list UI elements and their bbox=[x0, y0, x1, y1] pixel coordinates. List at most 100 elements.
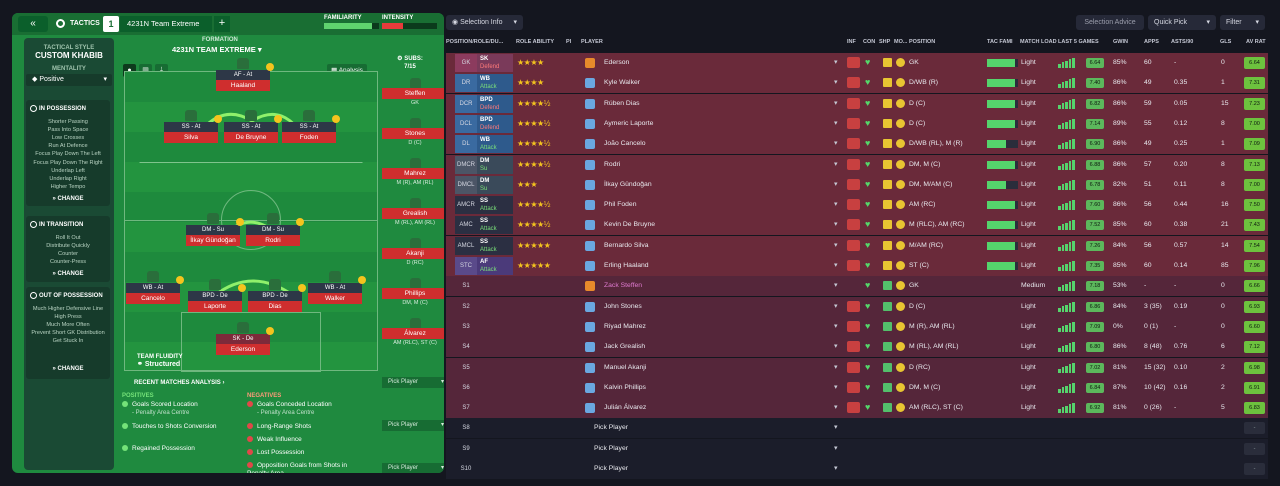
chevron-down-icon[interactable]: ▾ bbox=[834, 201, 838, 209]
table-row[interactable]: S4 Jack Grealish ▾ ♥ M (RL), AM (RL) Light 6.8… bbox=[446, 337, 1268, 358]
player-name[interactable]: İlkay Gündoğan bbox=[604, 180, 652, 188]
chevron-down-icon[interactable]: ▾ bbox=[834, 343, 838, 351]
player-name[interactable]: Erling Haaland bbox=[604, 262, 649, 269]
table-row[interactable]: STC AF Attack ★★★★★ Erling Haaland ▾ ♥ ST (C) Li… bbox=[446, 256, 1268, 276]
pitch-player-8[interactable]: BPD - De Dias bbox=[248, 279, 306, 312]
role-duty-dropdown[interactable]: SS Attack bbox=[477, 196, 513, 215]
sub-player-0[interactable]: Steffen GK bbox=[382, 78, 444, 107]
col-gls[interactable]: GLS bbox=[1220, 39, 1232, 45]
chevron-down-icon[interactable]: ▾ bbox=[834, 302, 838, 310]
player-role[interactable]: WB - At bbox=[308, 283, 362, 293]
table-row[interactable]: DR WB Attack ★★★★ Kyle Walker ▾ ♥ D/WB (R) Light… bbox=[446, 73, 1268, 94]
chevron-down-icon[interactable]: ▾ bbox=[834, 282, 838, 290]
role-duty-dropdown[interactable]: SS Attack bbox=[477, 216, 513, 235]
chevron-down-icon[interactable]: ▾ bbox=[834, 140, 838, 148]
selection-advice-button[interactable]: Selection Advice bbox=[1076, 15, 1144, 30]
table-row[interactable]: DL WB Attack ★★★★½ João Cancelo ▾ ♥ D/WB (RL), … bbox=[446, 134, 1268, 155]
pitch-player-4[interactable]: DM - Su İlkay Gündoğan bbox=[186, 213, 244, 246]
sub-player-4[interactable]: Akanji D (RC) bbox=[382, 238, 444, 267]
player-name[interactable]: Rodri bbox=[604, 160, 621, 168]
table-row[interactable]: S8 Pick Player ▾ - bbox=[446, 418, 1268, 439]
back-button[interactable]: « bbox=[18, 16, 48, 32]
tactical-style-value[interactable]: CUSTOM KHABIB bbox=[35, 51, 103, 60]
col-asts[interactable]: ASTS/90 bbox=[1171, 39, 1194, 45]
col-role-ability[interactable]: ROLE ABILITY bbox=[516, 39, 554, 45]
filter-button[interactable]: Filter ▾ bbox=[1220, 15, 1265, 30]
table-row[interactable]: DCR BPD Defend ★★★★½ Rúben Dias ▾ ♥ D (C) Light 6… bbox=[446, 93, 1268, 114]
chevron-down-icon[interactable]: ▾ bbox=[834, 99, 838, 107]
player-name[interactable]: Aymeric Laporte bbox=[604, 119, 654, 127]
formation-dropdown[interactable]: 4231N TEAM EXTREME ▾ bbox=[172, 45, 262, 54]
chevron-down-icon[interactable]: ▾ bbox=[834, 444, 838, 452]
pitch-player-0[interactable]: AF - At Haaland bbox=[216, 58, 274, 91]
col-pi[interactable]: PI bbox=[566, 39, 572, 45]
table-row[interactable]: AMCL SS Attack ★★★★★ Bernardo Silva ▾ ♥ M/AM (R… bbox=[446, 235, 1268, 256]
col-av-rat[interactable]: AV RAT bbox=[1246, 39, 1266, 45]
chevron-down-icon[interactable]: ▾ bbox=[834, 363, 838, 371]
tactic-name-tab[interactable]: 4231N Team Extreme bbox=[120, 16, 212, 32]
pick-player-dropdown[interactable]: Pick Player ▾ bbox=[382, 420, 444, 431]
col-mo[interactable]: MO... bbox=[894, 39, 908, 45]
chevron-down-icon[interactable]: ▾ bbox=[834, 465, 838, 472]
table-row[interactable]: GK SK Defend ★★★★ Ederson ▾ ♥ GK Light 6.64 85% 60-… bbox=[446, 53, 1268, 73]
pick-player-dropdown[interactable]: Pick Player bbox=[594, 424, 628, 432]
player-name[interactable]: Ederson bbox=[604, 59, 630, 66]
player-name[interactable]: João Cancelo bbox=[604, 140, 646, 148]
sub-player-2[interactable]: Mahrez M (R), AM (RL) bbox=[382, 158, 444, 187]
selection-info-dropdown[interactable]: ◉ Selection Info ▾ bbox=[446, 15, 523, 30]
col-inf[interactable]: INF bbox=[847, 39, 856, 45]
col-gwin[interactable]: GWIN bbox=[1113, 39, 1128, 45]
pitch-player-6[interactable]: WB - At Cancelo bbox=[126, 271, 184, 304]
col-player[interactable]: PLAYER bbox=[581, 39, 603, 45]
table-row[interactable]: S1 Zack Steffen ▾ ♥ GK Medium 7.18 53% - - 0 6.66 bbox=[446, 276, 1268, 297]
quick-pick-button[interactable]: Quick Pick ▾ bbox=[1148, 15, 1216, 30]
role-duty-dropdown[interactable]: SS Attack bbox=[477, 236, 513, 255]
in-transition-change-button[interactable]: » CHANGE bbox=[52, 271, 84, 277]
chevron-down-icon[interactable]: ▾ bbox=[834, 180, 838, 188]
player-name[interactable]: Julián Álvarez bbox=[604, 404, 647, 412]
pitch-player-5[interactable]: DM - Su Rodri bbox=[246, 213, 304, 246]
role-duty-dropdown[interactable]: DM Su bbox=[477, 175, 513, 194]
add-tactic-button[interactable]: + bbox=[214, 16, 230, 32]
in-possession-change-button[interactable]: » CHANGE bbox=[52, 196, 84, 202]
player-role[interactable]: SS - At bbox=[282, 122, 336, 132]
chevron-down-icon[interactable]: ▾ bbox=[834, 404, 838, 412]
table-row[interactable]: S5 Manuel Akanji ▾ ♥ D (RC) Light 7.02 81% 15 (3… bbox=[446, 357, 1268, 378]
chevron-down-icon[interactable]: ▾ bbox=[834, 262, 838, 269]
table-row[interactable]: S10 Pick Player ▾ - bbox=[446, 459, 1268, 479]
player-name[interactable]: Manuel Akanji bbox=[604, 363, 647, 371]
player-role[interactable]: SK - De bbox=[216, 334, 270, 344]
role-duty-dropdown[interactable]: AF Attack bbox=[477, 257, 513, 275]
chevron-down-icon[interactable]: ▾ bbox=[834, 221, 838, 229]
role-duty-dropdown[interactable]: WB Attack bbox=[477, 74, 513, 93]
sub-player-6[interactable]: Álvarez AM (RLC), ST (C) bbox=[382, 318, 444, 347]
player-name[interactable]: Phil Foden bbox=[604, 201, 637, 209]
recent-matches-analysis[interactable]: RECENT MATCHES ANALYSIS › bbox=[134, 380, 225, 386]
chevron-down-icon[interactable]: ▾ bbox=[834, 160, 838, 168]
sub-player-5[interactable]: Phillips DM, M (C) bbox=[382, 278, 444, 307]
player-role[interactable]: DM - Su bbox=[186, 225, 240, 235]
player-name[interactable]: Zack Steffen bbox=[604, 282, 643, 290]
player-role[interactable]: SS - At bbox=[164, 122, 218, 132]
player-role[interactable]: SS - At bbox=[224, 122, 278, 132]
col-con[interactable]: CON bbox=[863, 39, 876, 45]
pitch-player-1[interactable]: SS - At Silva bbox=[164, 110, 222, 143]
table-row[interactable]: AMC SS Attack ★★★★½ Kevin De Bruyne ▾ ♥ M (RLC)… bbox=[446, 215, 1268, 236]
chevron-down-icon[interactable]: ▾ bbox=[834, 79, 838, 87]
table-row[interactable]: S2 John Stones ▾ ♥ D (C) Light 6.86 84% 3 (35) 0.… bbox=[446, 296, 1268, 317]
role-duty-dropdown[interactable]: BPD Defend bbox=[477, 114, 513, 133]
pick-player-dropdown[interactable]: Pick Player ▾ bbox=[382, 463, 444, 473]
col-shp[interactable]: SHP bbox=[879, 39, 891, 45]
player-role[interactable]: WB - At bbox=[126, 283, 180, 293]
col-position-role[interactable]: POSITION/ROLE/DU... bbox=[446, 39, 504, 45]
player-name[interactable]: Rúben Dias bbox=[604, 99, 640, 107]
chevron-down-icon[interactable]: ▾ bbox=[834, 241, 838, 249]
col-apps[interactable]: APPS bbox=[1144, 39, 1159, 45]
player-name[interactable]: Jack Grealish bbox=[604, 343, 646, 351]
player-role[interactable]: DM - Su bbox=[246, 225, 300, 235]
pitch-player-10[interactable]: SK - De Ederson bbox=[216, 322, 274, 355]
table-row[interactable]: S7 Julián Álvarez ▾ ♥ AM (RLC), ST (C) Light 6… bbox=[446, 398, 1268, 419]
col-tac-fam[interactable]: TAC FAMI bbox=[987, 39, 1013, 45]
pick-player-dropdown[interactable]: Pick Player bbox=[594, 465, 628, 472]
table-row[interactable]: S9 Pick Player ▾ - bbox=[446, 438, 1268, 459]
